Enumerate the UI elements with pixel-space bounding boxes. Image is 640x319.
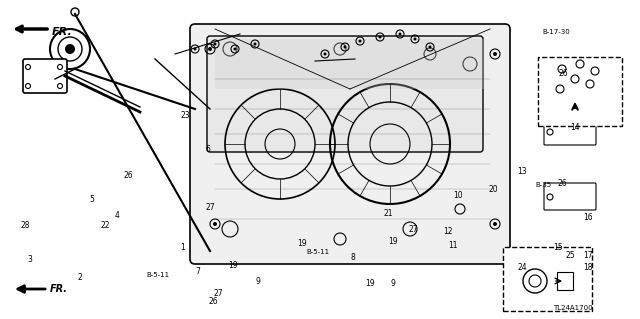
Circle shape (378, 35, 381, 39)
Text: 7: 7 (196, 266, 200, 276)
FancyBboxPatch shape (544, 183, 596, 210)
Text: 21: 21 (383, 209, 393, 218)
Text: 27: 27 (408, 226, 418, 234)
Text: 28: 28 (20, 220, 29, 229)
Text: 26: 26 (558, 70, 568, 78)
FancyBboxPatch shape (544, 63, 596, 90)
Circle shape (193, 48, 196, 50)
Text: 9: 9 (390, 278, 396, 287)
Text: B-35: B-35 (535, 182, 551, 188)
Circle shape (413, 38, 417, 41)
Circle shape (344, 46, 346, 48)
Text: 10: 10 (453, 190, 463, 199)
Circle shape (213, 222, 217, 226)
FancyBboxPatch shape (503, 247, 592, 311)
Text: 6: 6 (205, 145, 211, 153)
Text: 26: 26 (123, 170, 133, 180)
Text: 9: 9 (255, 278, 260, 286)
Text: 26: 26 (208, 298, 218, 307)
Text: B-17-30: B-17-30 (542, 29, 570, 35)
Bar (215, 39, 485, 89)
Text: 19: 19 (365, 278, 375, 287)
FancyBboxPatch shape (207, 36, 483, 152)
FancyBboxPatch shape (538, 57, 622, 126)
Text: 19: 19 (297, 240, 307, 249)
Text: 2: 2 (77, 273, 83, 283)
Text: B-5-11: B-5-11 (307, 249, 330, 255)
FancyBboxPatch shape (190, 24, 510, 264)
Text: B-5-11: B-5-11 (147, 272, 170, 278)
Text: 14: 14 (570, 123, 580, 132)
Text: 15: 15 (553, 243, 563, 253)
Circle shape (208, 47, 212, 51)
Text: FR.: FR. (52, 27, 73, 37)
Text: 26: 26 (557, 180, 567, 189)
Text: 23: 23 (180, 110, 190, 120)
FancyBboxPatch shape (544, 118, 596, 145)
Text: 16: 16 (583, 213, 593, 222)
Text: FR.: FR. (50, 284, 68, 294)
Text: 13: 13 (517, 167, 527, 176)
Text: 18: 18 (583, 263, 593, 272)
FancyBboxPatch shape (23, 59, 67, 93)
Circle shape (253, 42, 257, 46)
Text: 20: 20 (488, 186, 498, 195)
Text: 27: 27 (205, 204, 215, 212)
Circle shape (429, 46, 431, 48)
Text: 4: 4 (115, 211, 120, 219)
Circle shape (358, 40, 362, 42)
FancyBboxPatch shape (557, 272, 573, 290)
Text: 17: 17 (583, 251, 593, 261)
Text: 27: 27 (213, 288, 223, 298)
Text: 8: 8 (351, 254, 355, 263)
Circle shape (65, 44, 75, 54)
Text: 22: 22 (100, 221, 109, 231)
Circle shape (493, 222, 497, 226)
Text: 11: 11 (448, 241, 458, 250)
Circle shape (214, 42, 216, 46)
Text: TL24A1700: TL24A1700 (553, 305, 593, 311)
Circle shape (234, 48, 237, 50)
Text: 5: 5 (90, 196, 95, 204)
Text: 1: 1 (180, 243, 186, 253)
Text: 19: 19 (228, 262, 238, 271)
Circle shape (399, 33, 401, 35)
Text: 3: 3 (28, 256, 33, 264)
Circle shape (323, 53, 326, 56)
Circle shape (493, 52, 497, 56)
Text: 24: 24 (517, 263, 527, 272)
Text: 12: 12 (444, 226, 452, 235)
Text: 19: 19 (388, 238, 398, 247)
Text: 25: 25 (565, 251, 575, 261)
